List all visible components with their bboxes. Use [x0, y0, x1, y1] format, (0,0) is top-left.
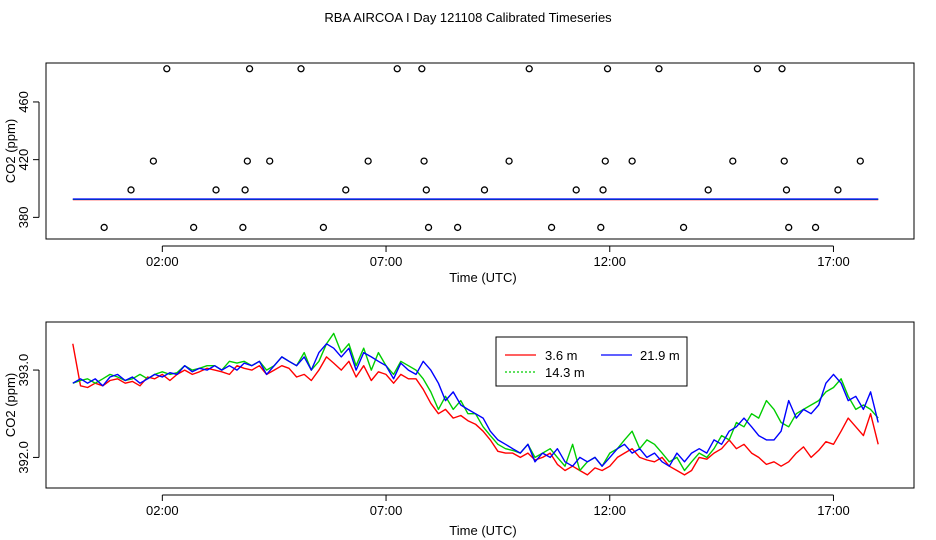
bottom-x-axis-label: Time (UTC) [449, 523, 516, 538]
bottom-series-line-21-9-m [72, 343, 879, 467]
bottom-y-tick-label: 393.0 [16, 354, 31, 387]
legend-label-14-3m: 14.3 m [545, 365, 585, 380]
top-data-point [319, 223, 328, 232]
top-x-tick-label: 02:00 [146, 254, 179, 269]
top-data-point [418, 65, 426, 73]
bottom-y-axis: 392.0 393.0 [16, 354, 40, 474]
top-data-point [856, 157, 864, 165]
top-points [100, 65, 864, 232]
top-panel: 380 420 460 02:00 07:00 12:00 17:00 Time (UTC… [3, 62, 915, 285]
top-data-point [704, 186, 712, 194]
chart-title: RBA AIRCOA I Day 121108 Calibrated Times… [324, 10, 612, 25]
bottom-series-lines [72, 332, 879, 476]
legend: 3.6 m 21.9 m 14.3 m [495, 336, 688, 387]
top-data-point [127, 186, 135, 194]
top-data-point [603, 65, 612, 73]
bottom-x-tick-label: 17:00 [817, 503, 850, 518]
top-data-point [525, 65, 533, 73]
top-data-point [679, 223, 688, 232]
top-data-point [834, 186, 842, 194]
top-data-point [505, 157, 513, 165]
top-data-point [100, 223, 108, 232]
top-data-point [239, 223, 247, 232]
top-x-tick-label: 07:00 [370, 254, 403, 269]
top-data-point [753, 65, 762, 73]
top-data-point [628, 157, 636, 165]
top-y-tick-label: 460 [16, 91, 31, 113]
top-data-point [780, 157, 788, 165]
top-data-point [241, 186, 249, 194]
top-data-point [163, 65, 171, 73]
top-data-point [601, 157, 609, 165]
bottom-plot-frame [45, 321, 915, 489]
top-data-point [342, 186, 350, 194]
top-data-point [453, 223, 462, 232]
top-y-tick-label: 380 [16, 207, 31, 229]
top-data-point [212, 186, 220, 194]
top-data-point [266, 157, 274, 165]
top-data-point [572, 186, 580, 194]
top-x-axis: 02:00 07:00 12:00 17:00 [146, 245, 850, 269]
top-data-point [480, 186, 489, 194]
top-data-point [547, 223, 556, 232]
top-y-axis: 380 420 460 [16, 91, 40, 229]
top-data-point [245, 65, 254, 73]
top-data-point [297, 65, 305, 73]
top-data-point [420, 157, 428, 165]
top-data-point [149, 157, 158, 165]
top-data-point [778, 65, 786, 73]
bottom-x-tick-label: 07:00 [370, 503, 403, 518]
top-y-axis-label: CO2 (ppm) [3, 119, 18, 183]
legend-label-3-6m: 3.6 m [545, 348, 578, 363]
legend-label-21-9m: 21.9 m [640, 348, 680, 363]
top-data-point [597, 223, 605, 232]
bottom-series-line-3-6-m [72, 343, 879, 476]
bottom-panel: 392.0 393.0 02:00 07:00 12:00 17:00 Time (UT… [3, 321, 915, 538]
top-plot-frame [45, 62, 915, 240]
top-data-point [655, 65, 663, 73]
bottom-x-tick-label: 12:00 [593, 503, 626, 518]
top-data-point [243, 157, 251, 165]
top-data-point [599, 186, 607, 194]
bottom-x-tick-label: 02:00 [146, 503, 179, 518]
top-data-point [364, 157, 372, 165]
top-data-point [785, 223, 793, 232]
bottom-series-line-14-3-m [72, 332, 879, 472]
top-data-point [422, 186, 430, 194]
top-data-point [729, 157, 737, 165]
top-data-point [393, 65, 401, 73]
legend-box [495, 336, 688, 387]
bottom-y-tick-label: 392.0 [16, 441, 31, 474]
bottom-x-axis: 02:00 07:00 12:00 17:00 [146, 494, 850, 518]
top-data-point [782, 186, 791, 194]
bottom-y-axis-label: CO2 (ppm) [3, 373, 18, 437]
top-x-tick-label: 12:00 [593, 254, 626, 269]
top-data-point [424, 223, 433, 232]
top-y-tick-label: 420 [16, 149, 31, 171]
top-data-point [811, 223, 820, 232]
top-x-tick-label: 17:00 [817, 254, 850, 269]
top-data-point [189, 223, 198, 232]
top-x-axis-label: Time (UTC) [449, 270, 516, 285]
